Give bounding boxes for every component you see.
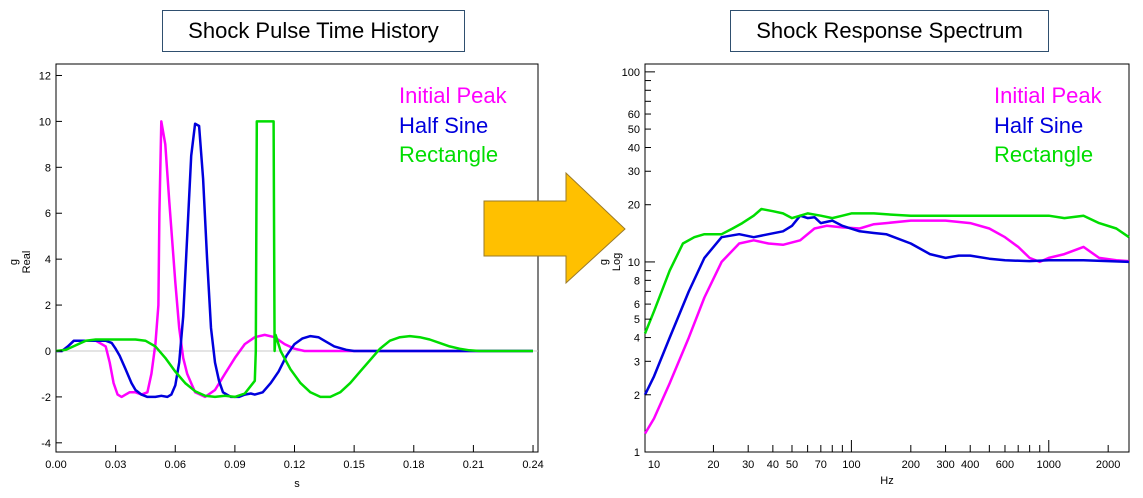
x-tick-label: 1000 <box>1037 459 1061 471</box>
x-tick-label: 40 <box>767 459 779 471</box>
series-rectangle <box>55 120 533 399</box>
x-tick-label: 50 <box>786 459 798 471</box>
srs-y-unit: g <box>598 259 610 265</box>
legend-half-sine: Half Sine <box>399 113 488 138</box>
y-tick-label: 4 <box>634 333 640 345</box>
x-tick-label: 0.18 <box>403 459 424 471</box>
y-tick-label: 3 <box>634 356 640 368</box>
x-tick-label: 0.00 <box>45 459 66 471</box>
x-tick-label: 600 <box>996 459 1014 471</box>
time-history-y-unit: g <box>8 259 20 265</box>
arrow-icon <box>483 171 626 285</box>
y-tick-label: 12 <box>39 70 51 82</box>
srs-y-scale: Log <box>611 253 623 271</box>
x-tick-label: 0.12 <box>284 459 305 471</box>
y-tick-label: 6 <box>45 208 51 220</box>
x-tick-label: 70 <box>815 459 827 471</box>
y-tick-label: -2 <box>41 392 51 404</box>
x-tick-label: 400 <box>961 459 979 471</box>
x-tick-label: 0.21 <box>463 459 484 471</box>
y-tick-label: 8 <box>45 162 51 174</box>
y-tick-label: 6 <box>634 299 640 311</box>
y-tick-label: 50 <box>628 124 640 136</box>
legend-initial-peak: Initial Peak <box>994 83 1103 108</box>
srs-plot-frame <box>644 63 1130 453</box>
time-history-x-label: s <box>294 478 300 490</box>
x-tick-label: 10 <box>648 459 660 471</box>
legend-rectangle: Rectangle <box>399 142 498 167</box>
right-chart-title: Shock Response Spectrum <box>730 10 1049 52</box>
x-tick-label: 0.24 <box>522 459 543 471</box>
time-history-legend: Initial Peak Half Sine Rectangle <box>399 83 508 167</box>
x-tick-label: 0.03 <box>105 459 126 471</box>
legend-initial-peak: Initial Peak <box>399 83 508 108</box>
legend-half-sine: Half Sine <box>994 113 1083 138</box>
y-tick-label: 1 <box>634 447 640 459</box>
series-initial-peak <box>643 219 1130 435</box>
y-tick-label: 2 <box>45 300 51 312</box>
legend-rectangle: Rectangle <box>994 142 1093 167</box>
series-rectangle <box>643 207 1130 334</box>
y-tick-label: -4 <box>41 438 51 450</box>
y-tick-label: 60 <box>628 109 640 121</box>
time-history-y-scale: Real <box>21 251 33 274</box>
x-tick-label: 0.06 <box>165 459 186 471</box>
srs-legend: Initial Peak Half Sine Rectangle <box>994 83 1103 167</box>
y-tick-label: 2 <box>634 390 640 402</box>
x-tick-label: 0.15 <box>343 459 364 471</box>
series-half-sine <box>643 214 1130 396</box>
y-tick-label: 0 <box>45 346 51 358</box>
y-tick-label: 10 <box>628 257 640 269</box>
x-tick-label: 200 <box>902 459 920 471</box>
left-chart-title: Shock Pulse Time History <box>162 10 465 52</box>
shock-response-spectrum-chart: 10 20 30 40 50 70 100 200 300 400 600 1000 2000 1 2 3 4… <box>598 63 1130 487</box>
x-tick-label: 2000 <box>1096 459 1120 471</box>
series-initial-peak <box>56 120 533 399</box>
y-tick-label: 100 <box>622 67 640 79</box>
y-tick-label: 30 <box>628 166 640 178</box>
y-tick-label: 8 <box>634 275 640 287</box>
x-tick-label: 300 <box>936 459 954 471</box>
x-tick-label: 30 <box>742 459 754 471</box>
x-tick-label: 100 <box>842 459 860 471</box>
y-tick-label: 40 <box>628 143 640 155</box>
time-history-chart: 0.00 0.03 0.06 0.09 0.12 0.15 0.18 0.21 0.24 -4 -… <box>8 63 544 490</box>
y-tick-label: 5 <box>634 314 640 326</box>
y-tick-label: 10 <box>39 116 51 128</box>
srs-x-label: Hz <box>880 475 893 487</box>
y-tick-label: 20 <box>628 200 640 212</box>
x-tick-label: 0.09 <box>224 459 245 471</box>
series-half-sine <box>56 122 533 399</box>
y-tick-label: 4 <box>45 254 51 266</box>
x-tick-label: 20 <box>707 459 719 471</box>
time-history-plot-frame <box>55 63 539 453</box>
